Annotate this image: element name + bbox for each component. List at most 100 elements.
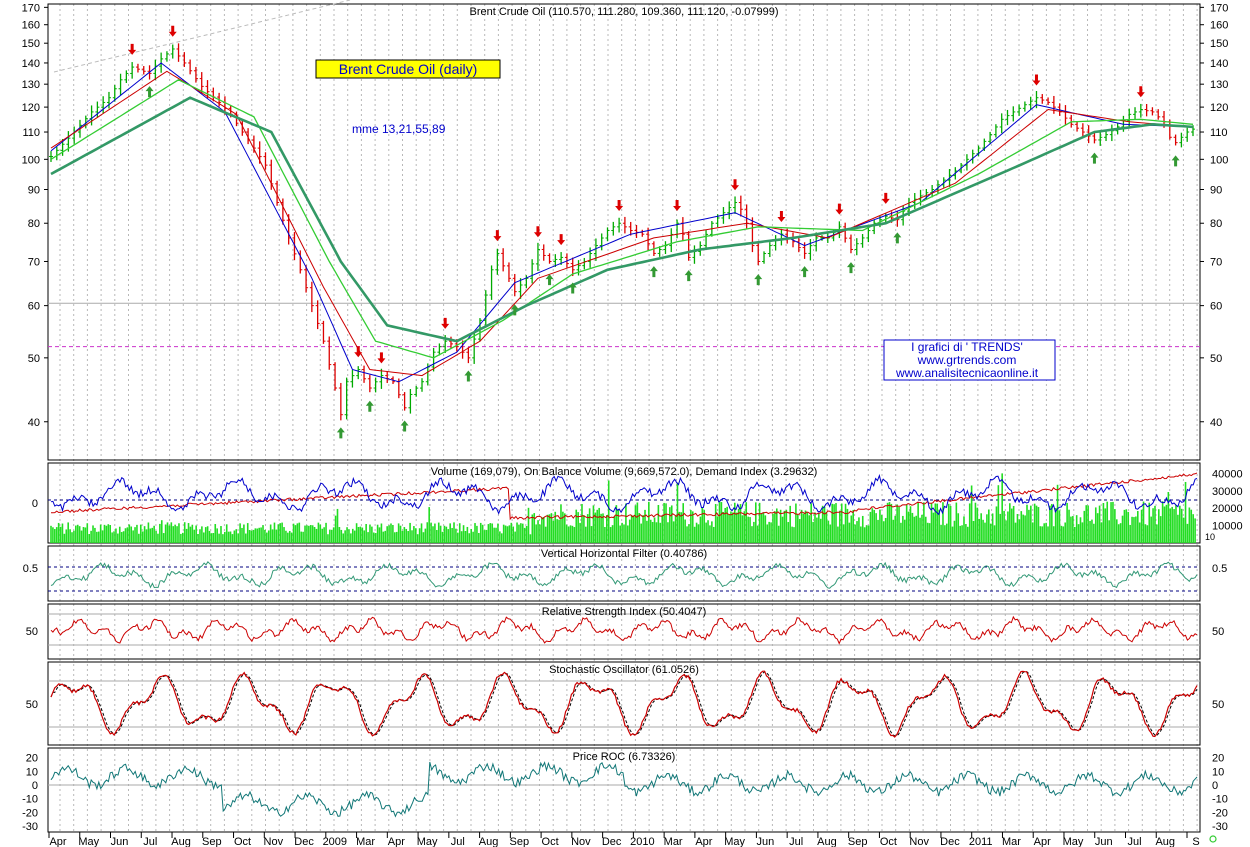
volume-tick-right: 30000 — [1212, 486, 1243, 498]
buy-arrow-icon — [1171, 155, 1180, 167]
sell-arrow-icon — [493, 230, 502, 242]
x-tick-label: Mar — [1002, 836, 1021, 847]
sell-arrow-icon — [557, 234, 566, 246]
moving-average-mme-21 — [50, 70, 1194, 377]
vhf-tick-left: 0.5 — [23, 563, 38, 575]
buy-arrow-icon — [568, 282, 577, 294]
price-tick-right: 90 — [1210, 185, 1222, 197]
buy-arrow-icon — [893, 232, 902, 244]
price-tick-left: 120 — [22, 102, 40, 114]
buy-arrow-icon — [400, 420, 409, 432]
stoch-panel-title: Stochastic Oscillator (61.0526) — [549, 664, 699, 676]
buy-arrow-icon — [510, 304, 519, 316]
x-tick-label: Jul — [451, 836, 465, 847]
panel-frame-roc — [47, 747, 1201, 833]
buy-arrow-icon — [684, 270, 693, 282]
x-tick-label: Jul — [789, 836, 803, 847]
vertical-gridlines — [59, 4, 1198, 832]
price-tick-left: 140 — [22, 58, 40, 70]
sell-arrow-icon — [1032, 74, 1041, 86]
x-tick-label: Aug — [1155, 836, 1175, 847]
buy-arrow-icon — [464, 370, 473, 382]
price-tick-right: 160 — [1210, 20, 1228, 32]
stoch-k-line — [50, 670, 1198, 738]
x-tick-label: Sep — [848, 836, 868, 847]
x-tick-label: Jul — [143, 836, 157, 847]
roc-tick-left: -30 — [22, 821, 38, 833]
x-tick-label: Jun — [1095, 836, 1113, 847]
stoch-tick-right: 50 — [1212, 699, 1224, 711]
roc-tick-right: 20 — [1212, 753, 1224, 765]
x-tick-label: Sep — [510, 836, 530, 847]
roc-tick-left: -20 — [22, 807, 38, 819]
buy-arrow-icon — [1090, 152, 1099, 164]
demand-index-line — [50, 473, 1198, 516]
sell-arrow-icon — [777, 210, 786, 222]
x-tick-label: Jul — [1127, 836, 1141, 847]
x-tick-label: Aug — [171, 836, 191, 847]
stoch-tick-left: 50 — [26, 699, 38, 711]
roc-tick-left: 20 — [26, 753, 38, 765]
x-tick-label: Oct — [234, 836, 251, 847]
price-tick-left: 40 — [28, 417, 40, 429]
vhf-panel-title: Vertical Horizontal Filter (0.40786) — [541, 548, 707, 560]
x-tick-label: Aug — [479, 836, 499, 847]
x-tick-label: May — [724, 836, 745, 847]
roc-tick-right: -10 — [1212, 794, 1228, 806]
price-panel-title: Brent Crude Oil (110.570, 111.280, 109.3… — [469, 6, 778, 18]
x-tick-label: Nov — [264, 836, 284, 847]
moving-average-mme-55 — [50, 79, 1194, 359]
volume-corner-label: 10 — [1205, 532, 1215, 542]
volume-tick-right: 40000 — [1212, 468, 1243, 480]
x-tick-label: Oct — [542, 836, 559, 847]
price-tick-right: 110 — [1210, 127, 1228, 139]
moving-average-mme-13 — [50, 62, 1194, 383]
signal-arrows — [128, 25, 1180, 439]
chart-name-text: Brent Crude Oil (daily) — [339, 61, 478, 77]
rsi-panel-title: Relative Strength Index (50.4047) — [542, 606, 707, 618]
buy-arrow-icon — [754, 274, 763, 286]
vhf-line — [50, 560, 1198, 589]
sell-arrow-icon — [128, 43, 137, 55]
credit-box: I grafici di ' TRENDS' www.grtrends.com … — [883, 339, 1056, 381]
stoch-d-line — [50, 670, 1198, 737]
price-tick-right: 40 — [1210, 417, 1222, 429]
roc-panel-title: Price ROC (6.73326) — [573, 751, 676, 763]
x-tick-label: Mar — [664, 836, 683, 847]
sell-arrow-icon — [168, 25, 177, 37]
price-tick-left: 130 — [22, 79, 40, 91]
panel-frame-rsi — [47, 603, 1201, 660]
roc-tick-right: 10 — [1212, 766, 1224, 778]
vhf-tick-right: 0.5 — [1212, 563, 1227, 575]
sell-arrow-icon — [377, 352, 386, 364]
x-tick-label: Nov — [571, 836, 591, 847]
credit-line-1: I grafici di ' TRENDS' — [911, 340, 1023, 354]
price-tick-right: 80 — [1210, 218, 1222, 230]
price-tick-right: 60 — [1210, 301, 1222, 313]
credit-line-2: www.grtrends.com — [917, 353, 1017, 367]
roc-tick-right: 0 — [1212, 780, 1218, 792]
chart-name-label: Brent Crude Oil (daily) — [315, 59, 501, 79]
sell-arrow-icon — [441, 317, 450, 329]
roc-tick-right: -30 — [1212, 821, 1228, 833]
price-tick-left: 150 — [22, 38, 40, 50]
volume-bars — [50, 473, 1196, 543]
price-tick-left: 60 — [28, 301, 40, 313]
moving-average-mme-89 — [50, 96, 1194, 343]
price-tick-right: 100 — [1210, 154, 1228, 166]
sell-arrow-icon — [1136, 86, 1145, 98]
price-tick-right: 70 — [1210, 256, 1222, 268]
roc-tick-left: -10 — [22, 794, 38, 806]
buy-arrow-icon — [365, 400, 374, 412]
price-tick-left: 70 — [28, 256, 40, 268]
price-tick-right: 130 — [1210, 79, 1228, 91]
x-tick-label: Aug — [817, 836, 837, 847]
price-tick-right: 140 — [1210, 58, 1228, 70]
buy-arrow-icon — [846, 262, 855, 274]
volume-tick-right: 10000 — [1212, 521, 1243, 533]
roc-line — [50, 761, 1198, 818]
price-tick-left: 170 — [22, 2, 40, 14]
buy-arrow-icon — [800, 266, 809, 278]
